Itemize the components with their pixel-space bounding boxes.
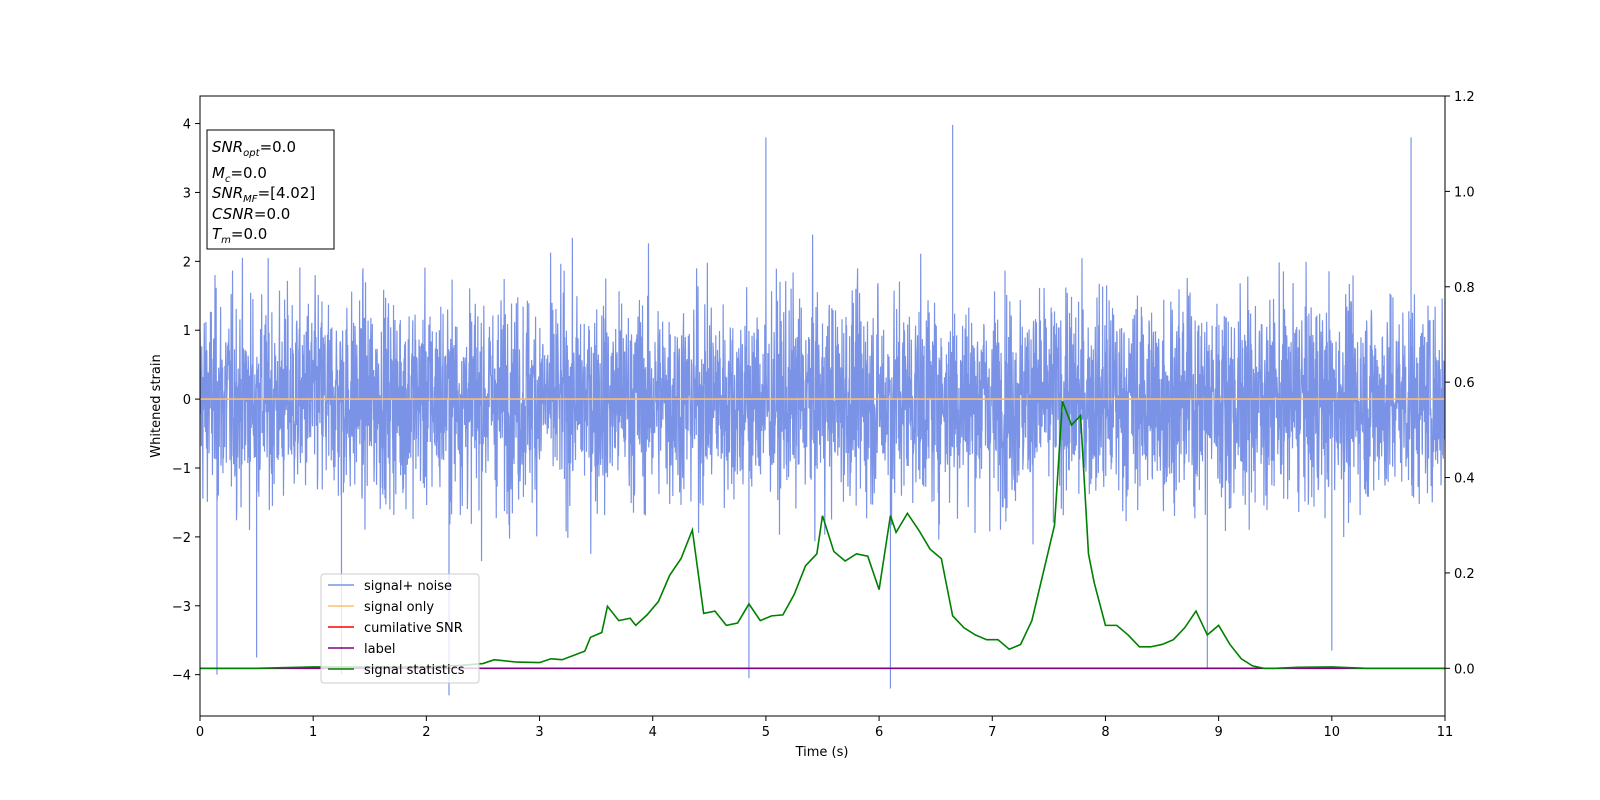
y-tick-label: −4: [172, 669, 191, 684]
y-tick-label: −3: [172, 600, 191, 615]
stats-tm: Tm=0.0: [212, 225, 267, 246]
x-tick-label: 3: [535, 725, 543, 740]
plot-area: [200, 124, 1445, 696]
x-tick-label: 8: [1101, 725, 1109, 740]
x-tick-label: 1: [309, 725, 317, 740]
y-right-tick-label: 0.6: [1454, 376, 1475, 391]
x-tick-label: 10: [1324, 725, 1341, 740]
y-tick-label: 1: [183, 324, 191, 339]
y-right-tick-label: 0.0: [1454, 662, 1475, 677]
y-tick-label: 4: [183, 118, 191, 133]
legend-label-cumilative-snr: cumilative SNR: [364, 621, 463, 636]
legend: signal+ noise signal only cumilative SNR…: [320, 573, 480, 684]
stats-box-frame: [206, 129, 335, 250]
x-tick-label: 9: [1214, 725, 1222, 740]
legend-label-signal-noise: signal+ noise: [364, 579, 452, 594]
y-right-tick-label: 0.8: [1454, 281, 1475, 296]
y-axis-label: Whitened strain: [149, 354, 164, 457]
y-right-tick-label: 1.2: [1454, 90, 1475, 105]
x-axis-label: Time (s): [795, 745, 849, 760]
y-tick-label: 2: [183, 255, 191, 270]
stats-csnr: CSNR=0.0: [212, 205, 290, 223]
x-tick-label: 11: [1437, 725, 1454, 740]
legend-label-label: label: [364, 642, 395, 657]
stats-snr-mf: SNRMF=[4.02]: [212, 184, 315, 205]
stats-box: SNRopt=0.0 Mc=0.0 SNRMF=[4.02] CSNR=0.0 …: [206, 129, 335, 250]
y-tick-label: −2: [172, 531, 191, 546]
series-signal-noise: [200, 124, 1445, 696]
y-tick-label: −1: [172, 462, 191, 477]
y-right-tick-label: 0.4: [1454, 472, 1475, 487]
stats-snr-opt: SNRopt=0.0: [212, 138, 296, 159]
legend-label-signal-statistics: signal statistics: [364, 663, 465, 678]
x-tick-label: 0: [196, 725, 204, 740]
axes-frame: [199, 95, 1446, 717]
axis-ticks: 0 1 2 3 4 5 6 7 8 9 10 1143210−1−2−3−41.21.00.80.60…: [172, 90, 1475, 740]
x-tick-label: 6: [875, 725, 883, 740]
y-tick-label: 3: [183, 186, 191, 201]
legend-frame: [320, 573, 480, 684]
legend-label-signal-only: signal only: [364, 600, 434, 615]
x-tick-label: 4: [649, 725, 657, 740]
stats-mc: Mc=0.0: [212, 164, 267, 185]
x-tick-label: 2: [422, 725, 430, 740]
y-right-tick-label: 0.2: [1454, 567, 1475, 582]
x-tick-label: 5: [762, 725, 770, 740]
x-tick-label: 7: [988, 725, 996, 740]
y-right-tick-label: 1.0: [1454, 185, 1475, 200]
series-signal-statistics: [200, 400, 1445, 670]
y-tick-label: 0: [183, 393, 191, 408]
